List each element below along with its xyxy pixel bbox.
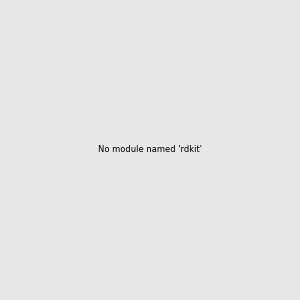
Text: No module named 'rdkit': No module named 'rdkit' bbox=[98, 146, 202, 154]
